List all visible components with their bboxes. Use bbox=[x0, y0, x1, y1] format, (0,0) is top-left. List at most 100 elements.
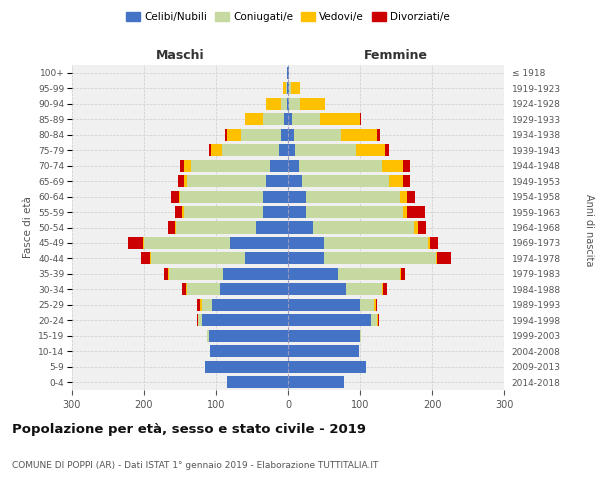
Bar bbox=[226, 128, 227, 140]
Bar bbox=[288, 144, 295, 156]
Bar bbox=[141, 252, 150, 264]
Bar bbox=[306, 206, 403, 218]
Bar bbox=[288, 346, 359, 358]
Bar bbox=[403, 160, 410, 172]
Bar bbox=[286, 82, 287, 94]
Bar bbox=[198, 314, 202, 326]
Bar bbox=[210, 346, 288, 358]
Bar bbox=[143, 237, 144, 249]
Bar bbox=[403, 175, 410, 187]
Bar bbox=[382, 284, 383, 296]
Bar bbox=[288, 376, 344, 388]
Bar bbox=[356, 144, 385, 156]
Bar bbox=[437, 252, 451, 264]
Bar bbox=[227, 376, 288, 388]
Bar bbox=[288, 206, 306, 218]
Bar bbox=[377, 314, 378, 326]
Bar bbox=[289, 98, 300, 110]
Bar bbox=[283, 82, 286, 94]
Bar bbox=[288, 252, 324, 264]
Bar bbox=[291, 82, 299, 94]
Bar bbox=[245, 113, 263, 125]
Bar bbox=[206, 330, 209, 342]
Bar bbox=[360, 113, 361, 125]
Bar bbox=[288, 190, 306, 202]
Bar bbox=[205, 361, 288, 373]
Bar bbox=[378, 314, 379, 326]
Bar bbox=[288, 128, 294, 140]
Bar bbox=[144, 237, 230, 249]
Bar bbox=[401, 268, 404, 280]
Bar bbox=[288, 113, 292, 125]
Bar bbox=[407, 206, 425, 218]
Bar bbox=[281, 98, 287, 110]
Text: COMUNE DI POPPI (AR) - Dati ISTAT 1° gennaio 2019 - Elaborazione TUTTITALIA.IT: COMUNE DI POPPI (AR) - Dati ISTAT 1° gen… bbox=[12, 460, 379, 469]
Bar bbox=[266, 98, 281, 110]
Bar bbox=[223, 268, 288, 280]
Bar bbox=[324, 252, 436, 264]
Bar bbox=[182, 284, 186, 296]
Bar bbox=[407, 190, 415, 202]
Bar bbox=[270, 160, 288, 172]
Bar bbox=[324, 237, 428, 249]
Bar bbox=[436, 252, 437, 264]
Bar bbox=[266, 175, 288, 187]
Bar bbox=[186, 284, 187, 296]
Bar bbox=[400, 268, 401, 280]
Bar bbox=[341, 128, 377, 140]
Bar bbox=[403, 206, 407, 218]
Bar bbox=[175, 206, 182, 218]
Bar bbox=[178, 175, 184, 187]
Bar bbox=[320, 113, 360, 125]
Bar bbox=[280, 144, 288, 156]
Bar bbox=[418, 222, 426, 234]
Bar bbox=[202, 314, 288, 326]
Bar bbox=[230, 237, 288, 249]
Bar bbox=[197, 299, 200, 311]
Bar bbox=[377, 128, 380, 140]
Y-axis label: Fasce di età: Fasce di età bbox=[23, 196, 32, 258]
Bar bbox=[414, 222, 418, 234]
Bar bbox=[371, 314, 377, 326]
Bar bbox=[184, 206, 263, 218]
Bar bbox=[288, 237, 324, 249]
Bar bbox=[220, 284, 288, 296]
Bar bbox=[288, 330, 360, 342]
Bar bbox=[180, 190, 263, 202]
Bar bbox=[288, 299, 360, 311]
Bar bbox=[263, 113, 284, 125]
Bar bbox=[284, 113, 288, 125]
Bar bbox=[287, 66, 288, 79]
Text: Femmine: Femmine bbox=[364, 49, 428, 62]
Bar bbox=[172, 190, 179, 202]
Bar bbox=[263, 190, 288, 202]
Bar bbox=[202, 299, 212, 311]
Bar bbox=[288, 222, 313, 234]
Bar bbox=[295, 144, 356, 156]
Bar bbox=[302, 175, 389, 187]
Bar bbox=[288, 66, 289, 79]
Bar bbox=[292, 113, 320, 125]
Bar bbox=[306, 190, 400, 202]
Bar bbox=[288, 314, 371, 326]
Bar bbox=[169, 268, 223, 280]
Bar bbox=[385, 144, 389, 156]
Bar bbox=[360, 299, 374, 311]
Bar bbox=[245, 252, 288, 264]
Bar bbox=[184, 175, 187, 187]
Bar bbox=[211, 144, 222, 156]
Bar bbox=[428, 237, 430, 249]
Bar bbox=[288, 98, 289, 110]
Bar bbox=[184, 160, 191, 172]
Bar bbox=[288, 284, 346, 296]
Legend: Celibi/Nubili, Coniugati/e, Vedovi/e, Divorziati/e: Celibi/Nubili, Coniugati/e, Vedovi/e, Di… bbox=[122, 8, 454, 26]
Bar bbox=[241, 128, 281, 140]
Bar bbox=[187, 284, 220, 296]
Bar bbox=[180, 160, 184, 172]
Bar bbox=[313, 222, 414, 234]
Bar bbox=[346, 284, 382, 296]
Bar bbox=[209, 144, 211, 156]
Text: Maschi: Maschi bbox=[155, 49, 205, 62]
Bar bbox=[182, 206, 184, 218]
Bar bbox=[338, 268, 400, 280]
